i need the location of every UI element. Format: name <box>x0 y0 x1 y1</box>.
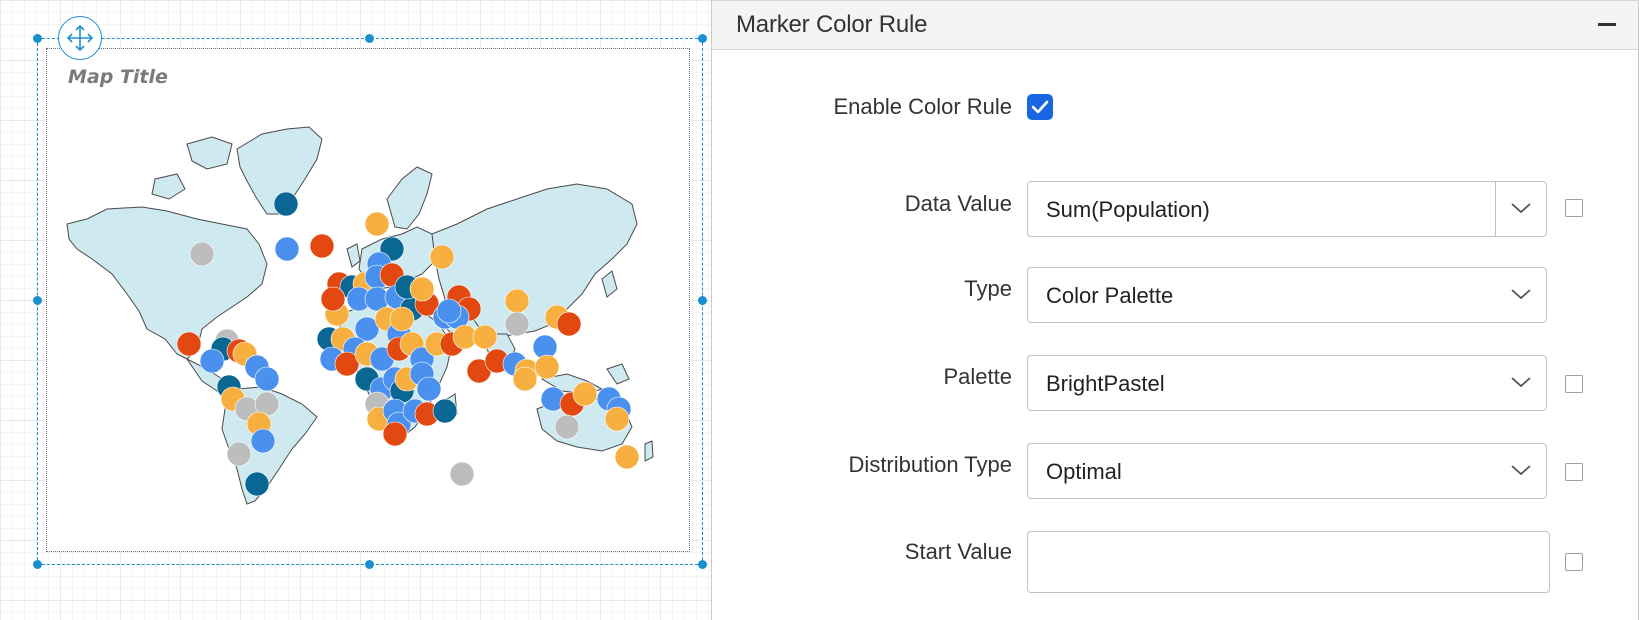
data-value-value: Sum(Population) <box>1046 197 1210 222</box>
map-marker <box>273 191 299 217</box>
resize-handle-bottom-right[interactable] <box>698 560 707 569</box>
design-canvas[interactable]: Map Title <box>0 0 712 620</box>
resize-handle-top-right[interactable] <box>698 34 707 43</box>
panel-title: Marker Color Rule <box>736 11 928 38</box>
map-marker <box>274 236 300 262</box>
map-marker <box>429 244 455 270</box>
type-label: Type <box>964 276 1012 301</box>
resize-handle-middle-right[interactable] <box>698 296 707 305</box>
map-marker <box>504 311 530 337</box>
collapse-icon[interactable] <box>1598 23 1616 26</box>
resize-handle-bottom-left[interactable] <box>33 560 42 569</box>
map-marker <box>614 444 640 470</box>
arctic-islands-shape <box>186 136 233 170</box>
map-marker <box>176 331 202 357</box>
properties-panel: Marker Color Rule Enable Color Rule Data… <box>712 0 1639 620</box>
map-marker <box>556 311 582 337</box>
map-marker <box>449 461 475 487</box>
map-markers <box>176 191 640 497</box>
resize-handle-bottom-center[interactable] <box>365 560 374 569</box>
distribution-type-expression-checkbox[interactable] <box>1565 463 1583 481</box>
map-marker <box>250 428 276 454</box>
resize-handle-top-center[interactable] <box>365 34 374 43</box>
map-marker <box>244 471 270 497</box>
map-marker <box>320 286 346 312</box>
enable-color-rule-checkbox[interactable] <box>1027 94 1053 120</box>
data-value-expression-checkbox[interactable] <box>1565 199 1583 217</box>
map-marker <box>382 421 408 447</box>
start-value-expression-checkbox[interactable] <box>1565 553 1583 571</box>
start-value-label: Start Value <box>904 539 1012 564</box>
distribution-type-label: Distribution Type <box>848 452 1012 477</box>
map-marker <box>199 348 225 374</box>
chevron-down-icon[interactable] <box>1510 463 1532 477</box>
start-value-input[interactable] <box>1027 531 1550 593</box>
palette-dropdown[interactable]: BrightPastel <box>1027 355 1547 411</box>
panel-header: Marker Color Rule <box>712 0 1638 50</box>
map-marker <box>554 414 580 440</box>
palette-value: BrightPastel <box>1046 371 1165 396</box>
type-dropdown[interactable]: Color Palette <box>1027 267 1547 323</box>
map-marker <box>309 233 335 259</box>
scandinavia-shape <box>386 166 433 230</box>
data-value-label: Data Value <box>904 191 1012 216</box>
map-marker <box>189 241 215 267</box>
map-marker <box>389 306 415 332</box>
map-report-item[interactable] <box>46 48 690 552</box>
map-marker <box>604 406 630 432</box>
data-value-dropdown[interactable]: Sum(Population) <box>1027 181 1547 237</box>
map-marker <box>409 276 435 302</box>
dropdown-divider <box>1495 182 1496 236</box>
map-marker <box>334 351 360 377</box>
chevron-down-icon[interactable] <box>1510 375 1532 389</box>
move-button[interactable] <box>58 16 102 60</box>
resize-handle-middle-left[interactable] <box>33 296 42 305</box>
enable-color-rule-label: Enable Color Rule <box>833 94 1012 119</box>
map-marker <box>226 441 252 467</box>
map-title[interactable]: Map Title <box>68 66 168 88</box>
distribution-type-dropdown[interactable]: Optimal <box>1027 443 1547 499</box>
map-marker <box>534 354 560 380</box>
map-marker <box>472 324 498 350</box>
selection-outline <box>37 38 703 565</box>
palette-expression-checkbox[interactable] <box>1565 375 1583 393</box>
map-marker <box>512 366 538 392</box>
world-map <box>66 126 654 505</box>
chevron-down-icon[interactable] <box>1510 287 1532 301</box>
map-marker <box>354 316 380 342</box>
type-value: Color Palette <box>1046 283 1174 308</box>
map-marker <box>572 381 598 407</box>
resize-handle-top-left[interactable] <box>33 34 42 43</box>
checkmark-icon <box>1031 100 1049 114</box>
north-america-shape <box>66 206 268 360</box>
map-marker <box>432 398 458 424</box>
map-marker <box>436 298 462 324</box>
map-marker <box>254 366 280 392</box>
map-marker <box>364 211 390 237</box>
chevron-down-icon[interactable] <box>1510 201 1532 215</box>
palette-label: Palette <box>943 364 1013 389</box>
distribution-type-value: Optimal <box>1046 459 1122 484</box>
greenland-shape <box>236 126 323 215</box>
move-arrows-icon <box>66 24 94 52</box>
map-marker <box>416 376 442 402</box>
